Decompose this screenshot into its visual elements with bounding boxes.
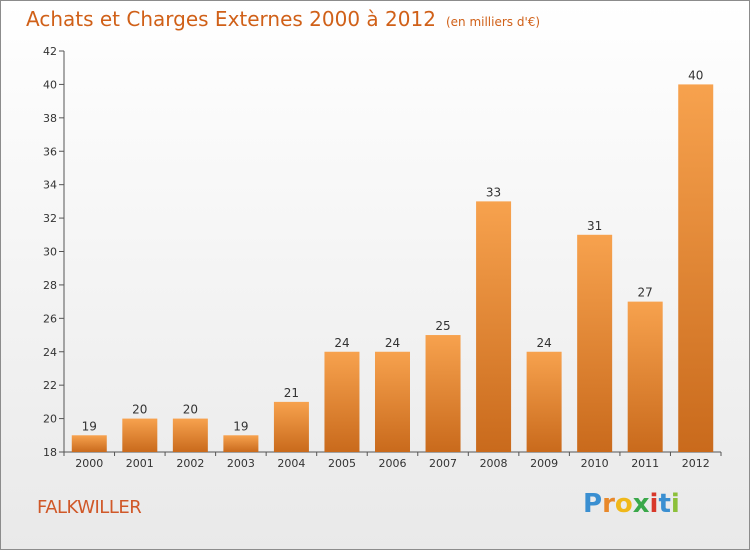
x-tick-label: 2000 [75,457,103,470]
y-tick-label: 22 [43,379,57,392]
bar-value-label: 24 [385,336,400,350]
chart-title-text: Achats et Charges Externes 2000 à 2012 [26,7,436,31]
logo-letter: i [649,489,659,519]
location-label: FALKWILLER [37,497,142,518]
bar-value-label: 40 [688,68,703,82]
x-tick-label: 2011 [631,457,659,470]
bar-value-label: 19 [233,419,248,433]
chart-axes: 18 20 22 24 26 28 30 32 34 36 38 40 42 2000 2001 2002 20… [43,45,722,470]
chart-title: Achats et Charges Externes 2000 à 2012 (e… [26,7,540,31]
chart-bars: 19 20 20 19 21 24 24 25 33 24 31 27 40 [71,68,714,453]
x-tick-label: 2002 [176,457,204,470]
x-tick-label: 2008 [480,457,508,470]
bar [425,335,461,452]
x-tick-label: 2006 [379,457,407,470]
x-tick-label: 2010 [581,457,609,470]
y-tick-label: 24 [43,346,57,359]
bar [324,351,360,452]
bar [526,351,562,452]
bar-value-label: 25 [435,319,450,333]
bar [375,351,410,452]
bar-value-label: 33 [486,185,501,199]
bar [627,301,663,452]
bar [273,401,309,452]
y-tick-label: 36 [43,145,57,158]
x-tick-label: 2003 [227,457,255,470]
bar-value-label: 20 [183,403,198,417]
bar [122,418,158,452]
y-tick-label: 38 [43,112,57,125]
bar-value-label: 24 [334,336,349,350]
bar-value-label: 19 [82,419,97,433]
x-tick-label: 2005 [328,457,356,470]
bar-value-label: 20 [132,403,147,417]
bar [172,418,208,452]
x-tick-label: 2001 [126,457,154,470]
bar [223,435,259,452]
bar [678,84,714,453]
y-tick-label: 26 [43,312,57,325]
bar-value-label: 31 [587,219,602,233]
logo-letter: t [658,489,671,519]
x-tick-label: 2012 [682,457,710,470]
chart-subtitle: (en milliers d'€) [445,15,541,29]
logo-letter: i [670,489,680,519]
bar-value-label: 27 [638,286,653,300]
bar-value-label: 24 [536,336,551,350]
y-tick-label: 18 [43,446,57,459]
y-tick-label: 30 [43,246,57,259]
x-tick-label: 2009 [530,457,558,470]
y-tick-label: 28 [43,279,57,292]
logo-letter: P [583,489,603,519]
logo-letter: o [614,489,633,519]
y-tick-label: 42 [43,45,57,58]
bar-value-label: 21 [284,386,299,400]
y-tick-label: 40 [43,78,57,91]
y-tick-label: 34 [43,179,57,192]
bar [577,234,613,452]
bar [476,201,512,452]
logo-letter: x [632,489,650,519]
x-tick-label: 2004 [277,457,305,470]
logo-letter: r [602,489,615,519]
x-tick-label: 2007 [429,457,457,470]
y-tick-label: 20 [43,413,57,426]
bar [71,435,107,452]
y-tick-label: 32 [43,212,57,225]
proxiti-logo: Proxiti [583,489,680,519]
